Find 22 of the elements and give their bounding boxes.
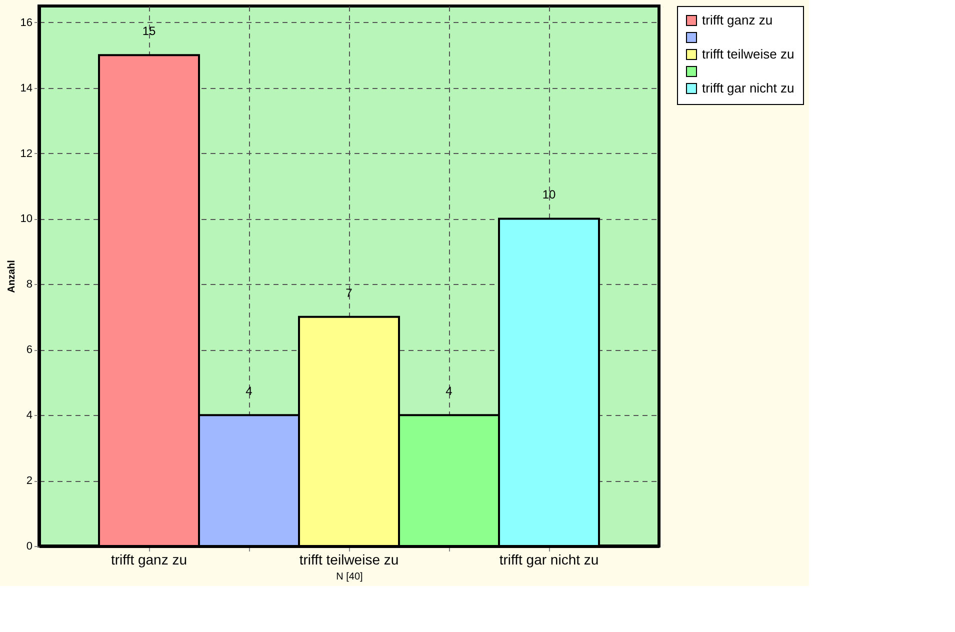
- legend-label: trifft teilweise zu: [702, 46, 794, 62]
- y-tick-label: 12: [20, 148, 32, 160]
- data-label: 4: [446, 384, 453, 398]
- y-tick-label: 0: [26, 540, 32, 552]
- x-tick-label: trifft teilweise zu: [299, 552, 399, 568]
- legend-label: trifft gar nicht zu: [702, 80, 794, 96]
- y-tick-label: 10: [20, 213, 32, 226]
- y-tick-label: 4: [26, 410, 32, 422]
- data-label: 10: [542, 188, 556, 202]
- y-axis-title: Anzahl: [6, 260, 18, 293]
- x-tick-label: trifft ganz zu: [110, 552, 188, 568]
- data-label: 7: [346, 286, 353, 300]
- legend-label: trifft ganz zu: [702, 12, 773, 28]
- x-axis-title: N [40]: [336, 572, 364, 582]
- data-label: 15: [142, 24, 156, 38]
- data-label: 4: [246, 384, 253, 398]
- y-tick-label: 16: [20, 16, 32, 29]
- x-tick-label: trifft gar nicht zu: [499, 552, 599, 568]
- y-tick-label: 2: [26, 475, 32, 488]
- y-tick-label: 6: [26, 344, 32, 356]
- y-tick-label: 14: [20, 82, 32, 94]
- y-tick-label: 8: [26, 278, 32, 291]
